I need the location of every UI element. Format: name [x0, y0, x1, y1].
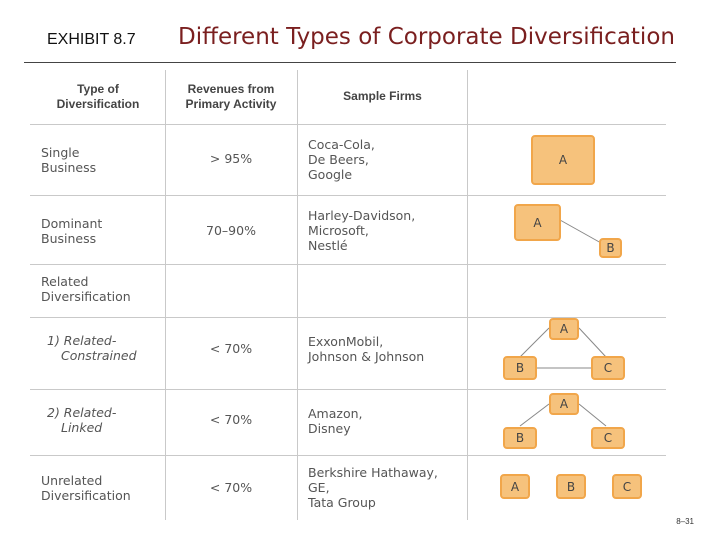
row-dominant-type: Dominant Business — [41, 216, 103, 246]
header-firms: Sample Firms — [343, 89, 422, 103]
header-revenue: Revenues from Primary Activity — [185, 82, 277, 111]
header-type: Type of Diversification — [56, 82, 140, 111]
row-dominant-revenue: 70–90% — [206, 223, 256, 238]
box-unrelated-b: B — [556, 474, 586, 499]
box-linked-a: A — [549, 393, 579, 415]
box-linked-c: C — [591, 427, 625, 449]
row-unrelated-firms: Berkshire Hathaway, GE, Tata Group — [308, 465, 438, 510]
row-linked-firms: Amazon, Disney — [308, 406, 363, 436]
box-constrained-c: C — [591, 356, 625, 380]
box-constrained-b: B — [503, 356, 537, 380]
page-number: 8–31 — [676, 517, 694, 526]
row-single-type: Single Business — [41, 145, 97, 175]
row-linked-type: 2) Related- Linked — [47, 405, 117, 435]
box-dominant-b: B — [599, 238, 622, 258]
box-dominant-a: A — [514, 204, 561, 241]
row-constrained-firms: ExxonMobil, Johnson & Johnson — [308, 334, 425, 364]
box-unrelated-a: A — [500, 474, 530, 499]
title-rule — [24, 62, 676, 63]
row-unrelated-type: Unrelated Diversification — [41, 473, 131, 503]
row-single-revenue: > 95% — [209, 151, 253, 166]
row-unrelated-revenue: < 70% — [209, 480, 253, 495]
row-constrained-type: 1) Related- Constrained — [47, 333, 137, 363]
box-single-a: A — [531, 135, 595, 185]
box-unrelated-c: C — [612, 474, 642, 499]
box-linked-b: B — [503, 427, 537, 449]
row-single-firms: Coca-Cola, De Beers, Google — [308, 137, 375, 182]
row-dominant-firms: Harley-Davidson, Microsoft, Nestlé — [308, 208, 416, 253]
exhibit-label: EXHIBIT 8.7 — [47, 31, 136, 48]
page-title: Different Types of Corporate Diversifica… — [178, 24, 675, 50]
box-constrained-a: A — [549, 318, 579, 340]
row-linked-revenue: < 70% — [209, 412, 253, 427]
row-constrained-revenue: < 70% — [209, 341, 253, 356]
row-related-type: Related Diversification — [41, 274, 131, 304]
